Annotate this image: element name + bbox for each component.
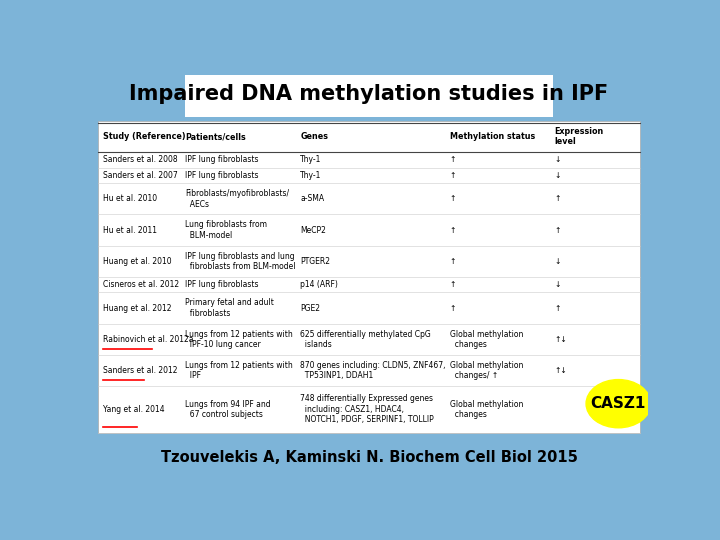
Text: Primary fetal and adult
  fibroblasts: Primary fetal and adult fibroblasts <box>185 298 274 318</box>
Text: Impaired DNA methylation studies in IPF: Impaired DNA methylation studies in IPF <box>130 84 608 104</box>
FancyBboxPatch shape <box>99 121 639 433</box>
Text: 748 differentially Expressed genes
  including: CASZ1, HDAC4,
  NOTCH1, PDGF, SE: 748 differentially Expressed genes inclu… <box>300 395 434 424</box>
Circle shape <box>586 380 651 428</box>
Text: PGE2: PGE2 <box>300 303 320 313</box>
Text: a-SMA: a-SMA <box>300 194 325 204</box>
Text: Huang et al. 2012: Huang et al. 2012 <box>103 303 171 313</box>
Text: 625 differentially methylated CpG
  islands: 625 differentially methylated CpG island… <box>300 329 431 349</box>
Text: Sanders et al. 2008: Sanders et al. 2008 <box>103 156 177 164</box>
Text: Thy-1: Thy-1 <box>300 171 322 180</box>
Text: Yang et al. 2014: Yang et al. 2014 <box>103 405 164 414</box>
Text: Lungs from 94 IPF and
  67 control subjects: Lungs from 94 IPF and 67 control subject… <box>185 400 271 419</box>
Text: 870 genes including: CLDN5, ZNF467,
  TP53INP1, DDAH1: 870 genes including: CLDN5, ZNF467, TP53… <box>300 361 446 380</box>
Text: Huang et al. 2010: Huang et al. 2010 <box>103 256 171 266</box>
Text: p14 (ARF): p14 (ARF) <box>300 280 338 289</box>
Text: ↑: ↑ <box>554 226 561 234</box>
Text: ↑: ↑ <box>450 256 456 266</box>
Text: Rabinovich et al. 2012a: Rabinovich et al. 2012a <box>103 335 193 344</box>
Text: PTGER2: PTGER2 <box>300 256 330 266</box>
Text: IPF lung fibroblasts: IPF lung fibroblasts <box>185 156 258 164</box>
Text: ↑↓: ↑↓ <box>554 366 567 375</box>
Text: Hu et al. 2011: Hu et al. 2011 <box>103 226 157 234</box>
Text: Global methylation
  changes/ ↑: Global methylation changes/ ↑ <box>450 361 523 380</box>
Text: IPF lung fibroblasts: IPF lung fibroblasts <box>185 171 258 180</box>
Text: IPF lung fibroblasts: IPF lung fibroblasts <box>185 280 258 289</box>
FancyBboxPatch shape <box>185 75 553 117</box>
Text: Global methylation
  changes: Global methylation changes <box>450 400 523 419</box>
Text: Tzouvelekis A, Kaminski N. Biochem Cell Biol 2015: Tzouvelekis A, Kaminski N. Biochem Cell … <box>161 450 577 465</box>
Text: ↑: ↑ <box>450 194 456 204</box>
Text: IPF lung fibroblasts and lung
  fibroblasts from BLM-model: IPF lung fibroblasts and lung fibroblast… <box>185 252 295 271</box>
Text: Sanders et al. 2007: Sanders et al. 2007 <box>103 171 177 180</box>
Text: Study (Reference): Study (Reference) <box>103 132 185 141</box>
Text: Lungs from 12 patients with
  IPF-10 lung cancer: Lungs from 12 patients with IPF-10 lung … <box>185 329 293 349</box>
Text: Fibroblasts/myofibroblasts/
  AECs: Fibroblasts/myofibroblasts/ AECs <box>185 189 289 208</box>
Text: ↑: ↑ <box>450 280 456 289</box>
Text: Genes: Genes <box>300 132 328 141</box>
Text: Sanders et al. 2012: Sanders et al. 2012 <box>103 366 177 375</box>
Text: Hu et al. 2010: Hu et al. 2010 <box>103 194 157 204</box>
Text: Methylation status: Methylation status <box>450 132 535 141</box>
Text: Lung fibroblasts from
  BLM-model: Lung fibroblasts from BLM-model <box>185 220 267 240</box>
Text: Cisneros et al. 2012: Cisneros et al. 2012 <box>103 280 179 289</box>
Text: ↑: ↑ <box>554 303 561 313</box>
Text: ↓: ↓ <box>554 171 561 180</box>
Text: ↓: ↓ <box>554 256 561 266</box>
Text: ↑: ↑ <box>450 171 456 180</box>
Text: ↑: ↑ <box>554 194 561 204</box>
Text: ↑: ↑ <box>450 156 456 164</box>
Text: CASZ1: CASZ1 <box>590 396 646 411</box>
Text: ↑: ↑ <box>450 303 456 313</box>
Text: Thy-1: Thy-1 <box>300 156 322 164</box>
Text: Patients/cells: Patients/cells <box>185 132 246 141</box>
Text: MeCP2: MeCP2 <box>300 226 326 234</box>
Text: Expression
level: Expression level <box>554 127 604 146</box>
Text: ↑↓: ↑↓ <box>554 335 567 344</box>
Text: ↑: ↑ <box>450 226 456 234</box>
Text: ↓: ↓ <box>554 156 561 164</box>
Text: ↓: ↓ <box>554 280 561 289</box>
Text: Global methylation
  changes: Global methylation changes <box>450 329 523 349</box>
Text: Lungs from 12 patients with
  IPF: Lungs from 12 patients with IPF <box>185 361 293 380</box>
